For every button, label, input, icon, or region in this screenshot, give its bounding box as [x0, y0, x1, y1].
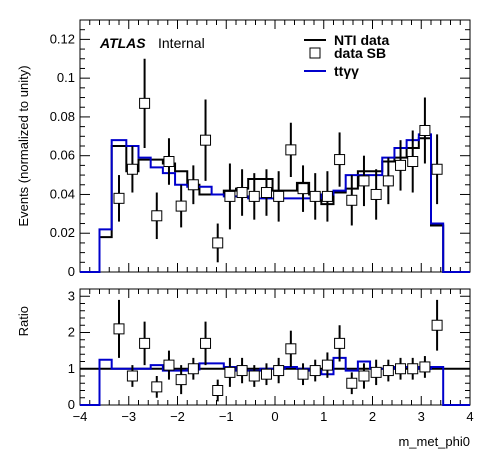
data-sb-marker	[163, 156, 175, 168]
main-y-tick-label: 0.02	[50, 225, 75, 240]
ratio-marker	[139, 337, 151, 349]
data-sb-marker	[151, 210, 163, 222]
ratio-marker	[151, 381, 163, 393]
data-sb-marker	[407, 156, 419, 168]
ratio-marker	[358, 370, 370, 382]
legend-sb-swatch	[309, 47, 321, 59]
x-tick-label: −4	[73, 409, 88, 424]
data-sb-marker	[260, 187, 272, 199]
x-tick-label: 3	[418, 409, 425, 424]
x-tick-label: −3	[121, 409, 136, 424]
main-y-tick-label: 0.06	[50, 148, 75, 163]
ratio-marker	[431, 319, 443, 331]
ratio-marker	[285, 343, 297, 355]
ratio-marker	[175, 374, 187, 386]
main-y-tick-label: 0.1	[57, 70, 75, 85]
data-sb-marker	[200, 134, 212, 146]
data-sb-marker	[113, 192, 125, 204]
ratio-marker	[212, 385, 224, 396]
ratio-panel-frame	[79, 288, 471, 406]
data-sb-marker	[175, 200, 187, 212]
data-sb-marker	[297, 183, 309, 195]
x-tick-label: 2	[369, 409, 376, 424]
data-sb-marker	[358, 175, 370, 187]
ratio-marker	[200, 337, 212, 349]
ratio-y-tick-label: 2	[68, 325, 75, 340]
ratio-marker	[370, 366, 382, 378]
data-sb-marker	[139, 97, 151, 109]
data-sb-marker	[273, 190, 285, 202]
legend-nti-label: NTI data	[334, 32, 389, 48]
data-sb-marker	[248, 190, 260, 202]
main-ylabel: Events (normalized to unity)	[16, 65, 31, 226]
data-sb-marker	[395, 159, 407, 171]
main-y-tick-label: 0.12	[50, 31, 75, 46]
ratio-step-line	[80, 356, 470, 406]
ratio-marker	[334, 337, 346, 349]
ratio-y-tick-label: 3	[68, 288, 75, 303]
ratio-axis-ticks: −4 −3 −2 −1 0 1 2 3 4 0 1 2 3	[68, 288, 474, 424]
legend-sb-label: data SB	[334, 45, 386, 61]
data-sb-marker	[224, 190, 236, 202]
main-y-tick-label: 0.04	[50, 186, 75, 201]
main-series-layer	[80, 58, 470, 273]
ratio-marker	[126, 370, 138, 382]
data-sb-marker	[419, 124, 431, 136]
ratio-marker	[236, 365, 248, 377]
atlas-sublabel: Internal	[158, 35, 205, 51]
main-y-tick-label: 0.08	[50, 109, 75, 124]
data-sb-marker	[285, 144, 297, 156]
legend: NTI data data SB ttγγ	[304, 32, 389, 79]
ratio-marker	[321, 359, 333, 371]
ratio-marker	[224, 366, 236, 378]
ratio-marker	[382, 365, 394, 377]
data-sb-marker	[212, 237, 224, 249]
data-sb-marker	[370, 188, 382, 200]
ratio-marker	[346, 377, 358, 389]
x-tick-label: 4	[466, 409, 473, 424]
ratio-marker	[419, 361, 431, 373]
ratio-marker	[187, 363, 199, 375]
x-tick-label: −2	[170, 409, 185, 424]
ratio-marker	[163, 359, 175, 371]
ratio-y-tick-label: 1	[68, 361, 75, 376]
data-sb-marker	[431, 163, 443, 175]
legend-ttyy-label: ttγγ	[334, 63, 359, 79]
data-sb-marker	[334, 154, 346, 166]
x-tick-label: 1	[320, 409, 327, 424]
data-sb-marker	[236, 187, 248, 199]
main-axis-ticks: 0 0.02 0.04 0.06 0.08 0.1 0.12	[50, 20, 471, 279]
data-sb-marker	[126, 163, 138, 175]
ratio-marker	[297, 368, 309, 380]
atlas-label: ATLAS	[99, 35, 146, 51]
ratio-marker	[260, 368, 272, 380]
data-sb-marker	[346, 194, 358, 206]
ttyy-line	[80, 133, 470, 273]
ratio-marker	[113, 323, 125, 335]
x-tick-label: 0	[271, 409, 278, 424]
ratio-series-layer	[80, 299, 470, 406]
ratio-marker	[309, 365, 321, 377]
ratio-marker	[273, 365, 285, 377]
ratio-marker	[395, 363, 407, 375]
x-tick-label: −1	[219, 409, 234, 424]
x-axis-label: m_met_phi0	[398, 434, 470, 449]
main-y-tick-label: 0	[68, 264, 75, 279]
data-sb-marker	[309, 190, 321, 202]
ratio-ylabel: Ratio	[16, 306, 31, 336]
ratio-marker	[248, 370, 260, 382]
data-sb-marker	[321, 190, 333, 202]
ratio-y-tick-label: 0	[68, 397, 75, 412]
data-sb-marker	[382, 175, 394, 187]
ratio-marker	[407, 363, 419, 375]
data-sb-marker	[187, 179, 199, 191]
